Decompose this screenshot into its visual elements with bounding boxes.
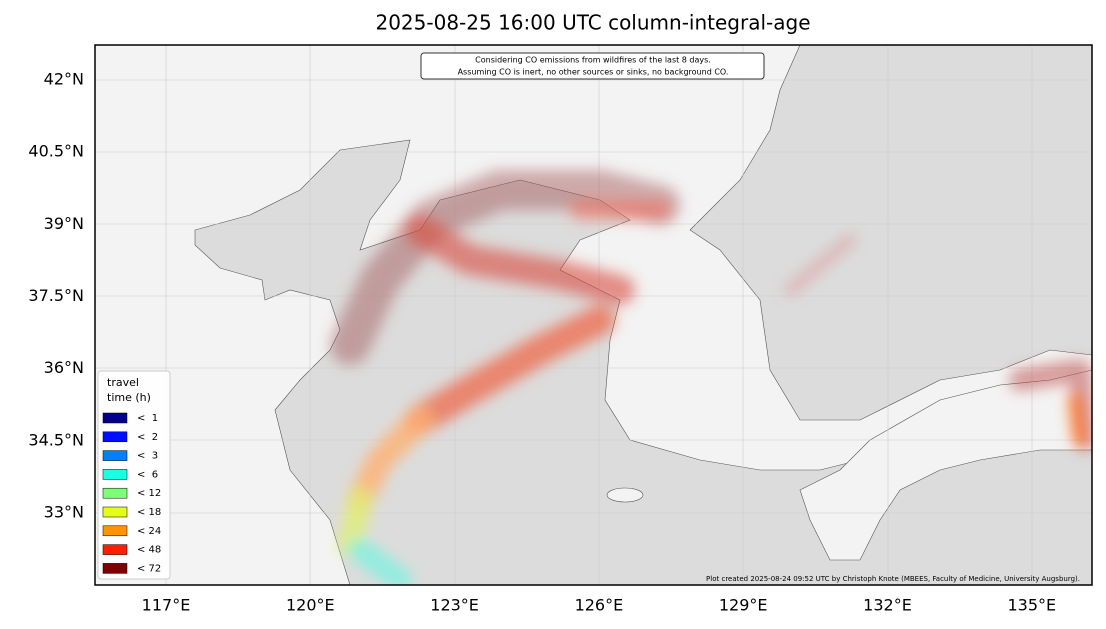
legend-title: time (h) xyxy=(107,391,151,404)
legend-swatch xyxy=(102,487,128,499)
lat-label: 37.5°N xyxy=(28,286,84,305)
legend-swatch xyxy=(102,563,128,574)
lat-label: 42°N xyxy=(44,70,84,89)
lat-label: 33°N xyxy=(44,502,84,521)
sea xyxy=(689,45,1092,421)
legend-label: < 48 xyxy=(137,545,161,556)
note-line: Assuming CO is inert, no other sources o… xyxy=(458,68,729,77)
legend-swatch xyxy=(102,450,128,461)
japan-land xyxy=(799,369,1092,561)
credit: Plot created 2025-08-24 09:52 UTC by Chr… xyxy=(706,575,1080,583)
lat-label: 39°N xyxy=(44,214,84,233)
lat-label: 36°N xyxy=(44,358,84,377)
note-line: Considering CO emissions from wildfires … xyxy=(475,56,711,65)
legend-label: < 24 xyxy=(137,526,161,537)
lon-label: 132°E xyxy=(863,596,912,615)
legend-label: < 6 xyxy=(137,469,158,480)
map xyxy=(95,45,1092,585)
legend-label: < 72 xyxy=(137,563,161,574)
legend-label: < 3 xyxy=(137,451,158,462)
legend-label: < 1 xyxy=(137,413,158,424)
legend-label: < 2 xyxy=(137,432,158,443)
lon-label: 126°E xyxy=(575,596,624,615)
legend-label: < 18 xyxy=(137,507,161,518)
lon-label: 135°E xyxy=(1007,596,1056,615)
lat-label: 34.5°N xyxy=(28,430,84,449)
legend-swatch xyxy=(102,431,128,443)
lon-label: 117°E xyxy=(142,596,191,615)
legend-swatch xyxy=(102,525,128,537)
lon-label: 123°E xyxy=(430,596,479,615)
lon-label: 129°E xyxy=(719,596,768,615)
legend-swatch xyxy=(102,506,128,518)
plume xyxy=(330,170,1092,585)
legend-title: travel xyxy=(107,376,139,389)
legend-swatch xyxy=(102,412,128,424)
legend-swatch xyxy=(102,544,128,555)
note-box xyxy=(420,52,765,80)
graticule xyxy=(95,45,1092,585)
map-frame xyxy=(94,44,1093,586)
legend-label: < 12 xyxy=(137,488,161,499)
generated: 42°N 40.5°N 39°N 37.5°N 36°N 34.5°N 33°N 117°E 1… xyxy=(28,70,1056,615)
title: 2025-08-25 16:00 UTC column-integral-age xyxy=(375,11,810,35)
legend-swatch xyxy=(102,469,128,480)
lon-label: 120°E xyxy=(286,596,335,615)
island xyxy=(606,487,644,503)
lat-label: 40.5°N xyxy=(28,142,84,161)
